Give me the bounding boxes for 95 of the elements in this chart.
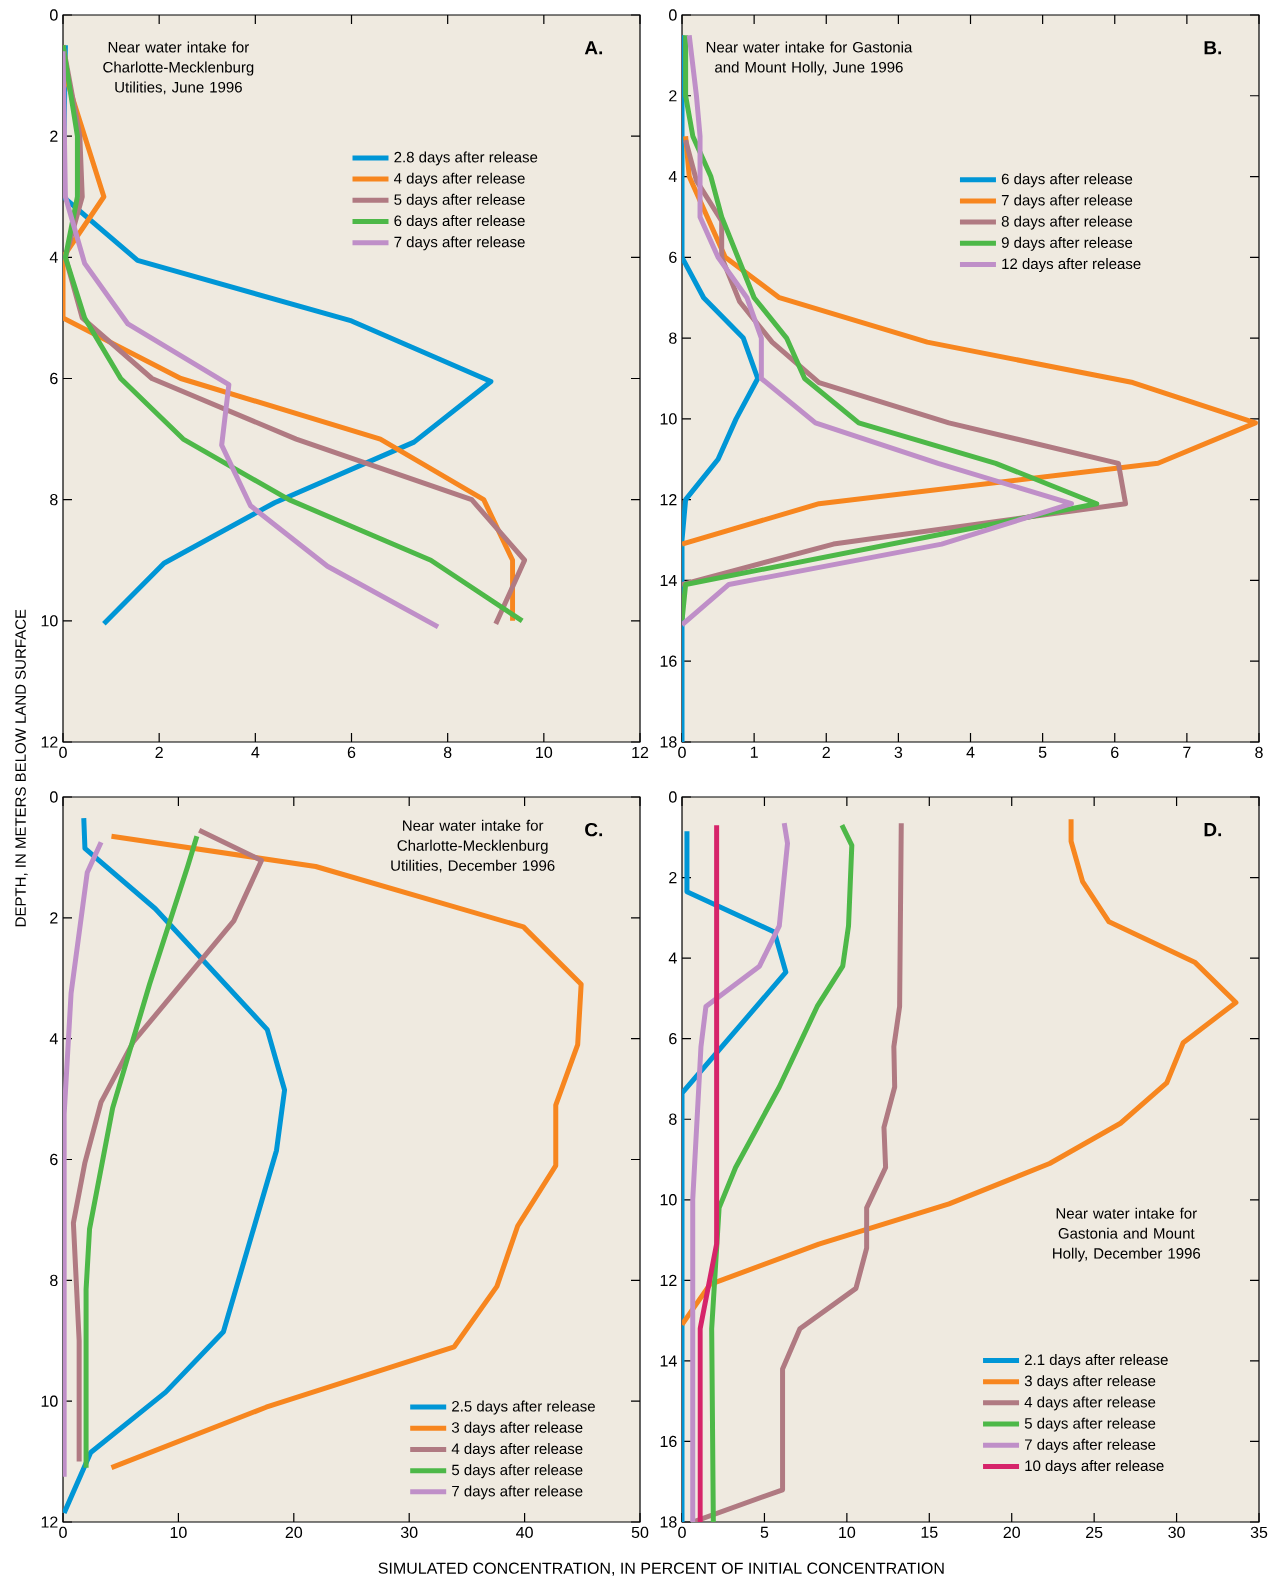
legend-label: 6 days after release bbox=[1001, 173, 1133, 188]
x-tick-label: 30 bbox=[400, 1526, 418, 1539]
y-tick-label: 12 bbox=[41, 736, 58, 748]
legend-label: 7 days after release bbox=[394, 236, 525, 251]
y-tick-label: 0 bbox=[50, 9, 58, 21]
y-tick-label: 14 bbox=[660, 574, 677, 586]
x-tick-label: 20 bbox=[1003, 1526, 1020, 1539]
y-tick-label: 8 bbox=[50, 1274, 58, 1286]
y-tick-label: 8 bbox=[669, 1113, 677, 1125]
x-tick-label: 6 bbox=[1111, 746, 1119, 759]
y-tick-label: 4 bbox=[49, 1033, 58, 1045]
y-tick-label: 2 bbox=[50, 912, 58, 924]
legend-label: 4 days after release bbox=[1024, 1396, 1156, 1411]
x-tick-label: 35 bbox=[1250, 1526, 1268, 1539]
x-tick-label: 30 bbox=[1168, 1526, 1185, 1539]
y-tick-label: 10 bbox=[660, 413, 677, 425]
y-tick-label: 12 bbox=[660, 1274, 677, 1286]
x-axis-title: SIMULATED CONCENTRATION, IN PERCENT OF INITIAL CONCENTRATION bbox=[378, 1562, 944, 1576]
x-tick-label: 4 bbox=[966, 746, 975, 758]
y-tick-label: 6 bbox=[50, 1153, 58, 1166]
y-tick-label: 10 bbox=[41, 1395, 58, 1407]
x-tick-label: 25 bbox=[1086, 1526, 1103, 1539]
legend-label: 5 days after release bbox=[451, 1464, 583, 1479]
legend-label: 3 days after release bbox=[451, 1421, 583, 1436]
legend-label: 4 days after release bbox=[394, 172, 525, 187]
legend-label: 7 days after release bbox=[1001, 194, 1133, 209]
y-tick-label: 12 bbox=[660, 494, 677, 506]
y-tick-label: 4 bbox=[668, 171, 677, 183]
y-tick-label: 4 bbox=[668, 952, 677, 964]
y-tick-label: 10 bbox=[660, 1194, 677, 1206]
x-tick-label: 10 bbox=[170, 1526, 187, 1539]
y-tick-label: 2 bbox=[669, 90, 677, 102]
x-tick-label: 10 bbox=[536, 746, 553, 759]
legend-label: 7 days after release bbox=[1024, 1438, 1156, 1453]
y-tick-label: 0 bbox=[669, 9, 677, 21]
x-tick-label: 2 bbox=[822, 746, 830, 758]
legend-label: 7 days after release bbox=[452, 1485, 583, 1500]
y-tick-label: 4 bbox=[49, 251, 58, 263]
y-tick-label: 16 bbox=[660, 1435, 677, 1448]
y-tick-label: 2 bbox=[50, 130, 58, 142]
x-tick-label: 0 bbox=[678, 1526, 686, 1539]
legend-label: 9 days after release bbox=[1001, 236, 1133, 251]
y-tick-label: 18 bbox=[660, 736, 677, 748]
x-tick-label: 40 bbox=[516, 1526, 533, 1539]
x-tick-label: 10 bbox=[839, 1526, 856, 1539]
y-tick-label: 12 bbox=[41, 1516, 58, 1528]
text: D. bbox=[1204, 823, 1222, 837]
x-tick-label: 7 bbox=[1183, 746, 1191, 758]
text: Near water intake for Charlotte-Mecklenburg Utilities, December 1996 bbox=[391, 819, 555, 873]
x-tick-label: 1 bbox=[750, 746, 758, 758]
legend-label: 2.5 days after release bbox=[452, 1400, 595, 1415]
y-axis-title: DEPTH, IN METERS BELOW LAND SURFACE bbox=[15, 609, 28, 927]
text: Near water intake for Gastonia and Mount Holly, December 1996 bbox=[1053, 1207, 1201, 1262]
text: Near water intake for Gastonia and Mount Holly, June 1996 bbox=[706, 41, 913, 76]
x-tick-label: 0 bbox=[59, 1526, 67, 1539]
legend-label: 4 days after release bbox=[451, 1443, 583, 1457]
text: C. bbox=[585, 822, 603, 837]
y-tick-label: 8 bbox=[669, 332, 677, 344]
x-tick-label: 8 bbox=[1255, 746, 1263, 759]
x-tick-label: 20 bbox=[285, 1526, 303, 1539]
y-tick-label: 14 bbox=[660, 1355, 677, 1367]
x-tick-label: 12 bbox=[632, 746, 649, 758]
y-tick-label: 18 bbox=[660, 1516, 677, 1528]
legend-label: 12 days after release bbox=[1002, 258, 1141, 273]
y-tick-label: 16 bbox=[660, 655, 677, 667]
legend-label: 3 days after release bbox=[1024, 1375, 1156, 1390]
y-tick-label: 0 bbox=[669, 791, 677, 803]
x-tick-label: 50 bbox=[631, 1526, 649, 1539]
x-tick-label: 6 bbox=[347, 746, 356, 759]
legend-label: 2.8 days after release bbox=[394, 151, 538, 166]
x-tick-label: 5 bbox=[760, 1526, 769, 1538]
x-tick-label: 3 bbox=[894, 746, 903, 759]
legend-label: 5 days after release bbox=[394, 193, 525, 208]
y-tick-label: 6 bbox=[50, 372, 58, 385]
x-tick-label: 8 bbox=[443, 746, 452, 759]
x-tick-label: 5 bbox=[1038, 746, 1047, 758]
y-tick-label: 2 bbox=[669, 871, 677, 884]
legend-label: 10 days after release bbox=[1025, 1460, 1164, 1475]
x-tick-label: 4 bbox=[251, 746, 260, 758]
legend-label: 2.1 days after release bbox=[1024, 1354, 1168, 1369]
y-tick-label: 6 bbox=[669, 251, 677, 263]
x-tick-label: 0 bbox=[678, 746, 686, 759]
y-tick-label: 0 bbox=[50, 791, 58, 803]
legend-label: 5 days after release bbox=[1024, 1417, 1156, 1432]
y-tick-label: 8 bbox=[50, 494, 58, 506]
legend-label: 8 days after release bbox=[1001, 215, 1133, 230]
x-tick-label: 0 bbox=[59, 746, 67, 759]
legend-label: 6 days after release bbox=[394, 215, 525, 230]
text: Near water intake for Charlotte-Mecklenburg Utilities, June 1996 bbox=[103, 41, 254, 95]
y-tick-label: 10 bbox=[41, 615, 58, 627]
x-tick-label: 2 bbox=[155, 746, 163, 758]
text: A. bbox=[584, 41, 603, 55]
y-tick-label: 6 bbox=[669, 1033, 677, 1045]
text: B. bbox=[1204, 41, 1222, 55]
x-tick-label: 15 bbox=[921, 1526, 938, 1538]
